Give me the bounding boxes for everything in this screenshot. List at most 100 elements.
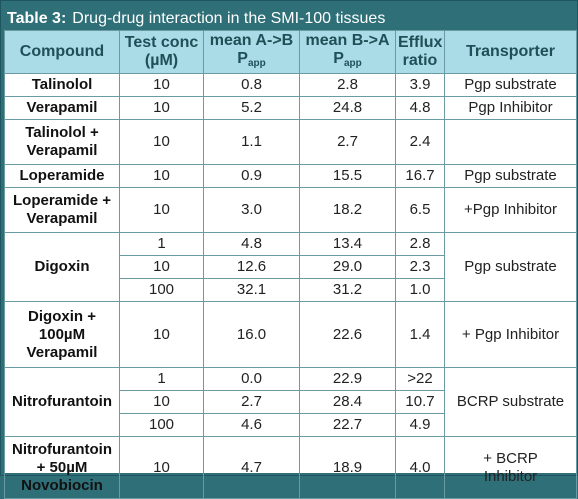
header-mean-ba-sub: app bbox=[343, 57, 362, 69]
header-mean-ab-p: P bbox=[237, 49, 248, 67]
conc-cell: 10 bbox=[119, 187, 204, 233]
efflux-cell: 2.3 bbox=[395, 255, 445, 279]
efflux-cell: 10.7 bbox=[395, 390, 445, 414]
efflux-cell: 1.4 bbox=[395, 301, 445, 368]
conc-cell: 1 bbox=[119, 367, 204, 391]
table-row: Talinolol 10 0.8 2.8 3.9 Pgp substrate bbox=[4, 73, 577, 97]
compound-cell: Verapamil bbox=[4, 96, 120, 120]
compound-cell: Loperamide bbox=[4, 164, 120, 188]
ab-cell: 0.9 bbox=[203, 164, 300, 188]
compound-cell: Loperamide + Verapamil bbox=[4, 187, 120, 233]
conc-cell: 10 bbox=[119, 119, 204, 165]
efflux-cell: 16.7 bbox=[395, 164, 445, 188]
efflux-cell: 2.8 bbox=[395, 232, 445, 256]
ab-cell: 3.0 bbox=[203, 187, 300, 233]
ab-cell: 0.8 bbox=[203, 73, 300, 97]
ba-cell: 22.6 bbox=[299, 301, 396, 368]
ab-cell: 12.6 bbox=[203, 255, 300, 279]
conc-cell: 10 bbox=[119, 255, 204, 279]
caption-label: Table 3: bbox=[7, 10, 67, 27]
compound-cell: Digoxin bbox=[4, 232, 120, 302]
table-row: Digoxin + 100µM Verapamil 10 16.0 22.6 1… bbox=[4, 301, 577, 368]
table-caption: Table 3: Drug-drug interaction in the SMI… bbox=[7, 8, 385, 30]
ba-cell: 18.9 bbox=[299, 436, 396, 499]
table-row: Nitrofurantoin 1 0.0 22.9 >22 BCRP subst… bbox=[4, 367, 577, 437]
conc-cell: 10 bbox=[119, 390, 204, 414]
header-mean-ab-sub: app bbox=[247, 57, 266, 69]
header-mean-ab-label: mean A->B bbox=[209, 31, 294, 49]
transporter-cell: Pgp substrate bbox=[444, 232, 577, 302]
compound-cell: Talinolol + Verapamil bbox=[4, 119, 120, 165]
efflux-cell: >22 bbox=[395, 367, 445, 391]
header-mean-ba-p: P bbox=[333, 49, 344, 67]
transporter-cell: BCRP substrate bbox=[444, 367, 577, 437]
efflux-cell: 1.0 bbox=[395, 278, 445, 302]
efflux-cell: 4.8 bbox=[395, 96, 445, 120]
compound-cell: Digoxin + 100µM Verapamil bbox=[4, 301, 120, 368]
conc-cell: 10 bbox=[119, 164, 204, 188]
table-row: Talinolol + Verapamil 10 1.1 2.7 2.4 bbox=[4, 119, 577, 165]
compound-cell: Nitrofurantoin + 50µM Novobiocin bbox=[4, 436, 120, 499]
table-container: Compound Test conc (µM) mean A->B Papp me… bbox=[4, 30, 577, 499]
ab-cell: 2.7 bbox=[203, 390, 300, 414]
ba-cell: 2.7 bbox=[299, 119, 396, 165]
table-row: Digoxin 1 4.8 13.4 2.8 Pgp substrate bbox=[4, 232, 577, 302]
conc-cell: 100 bbox=[119, 278, 204, 302]
ab-cell: 0.0 bbox=[203, 367, 300, 391]
interaction-table: Compound Test conc (µM) mean A->B Papp me… bbox=[4, 30, 577, 499]
table-row: Loperamide + Verapamil 10 3.0 18.2 6.5 +… bbox=[4, 187, 577, 233]
efflux-cell: 4.0 bbox=[395, 436, 445, 499]
conc-cell: 10 bbox=[119, 73, 204, 97]
efflux-cell: 3.9 bbox=[395, 73, 445, 97]
transporter-cell: Pgp Inhibitor bbox=[444, 96, 577, 120]
header-test-conc: Test conc (µM) bbox=[119, 30, 204, 74]
efflux-cell: 4.9 bbox=[395, 413, 445, 437]
ba-cell: 13.4 bbox=[299, 232, 396, 256]
ba-cell: 31.2 bbox=[299, 278, 396, 302]
ba-cell: 22.9 bbox=[299, 367, 396, 391]
ba-cell: 15.5 bbox=[299, 164, 396, 188]
transporter-cell: + BCRP Inhibitor bbox=[444, 436, 577, 499]
table-row: 10 12.6 29.0 2.3 bbox=[5, 255, 577, 279]
transporter-cell bbox=[444, 119, 577, 165]
transporter-cell: + Pgp Inhibitor bbox=[444, 301, 577, 368]
header-transporter: Transporter bbox=[444, 30, 577, 74]
compound-cell: Nitrofurantoin bbox=[4, 367, 120, 437]
transporter-cell: Pgp substrate bbox=[444, 164, 577, 188]
table-row: 100 32.1 31.2 1.0 bbox=[5, 278, 577, 302]
efflux-cell: 6.5 bbox=[395, 187, 445, 233]
ba-cell: 28.4 bbox=[299, 390, 396, 414]
header-mean-ab: mean A->B Papp bbox=[203, 30, 300, 74]
table-row: Loperamide 10 0.9 15.5 16.7 Pgp substrat… bbox=[4, 164, 577, 188]
header-compound: Compound bbox=[4, 30, 120, 74]
table-row: Verapamil 10 5.2 24.8 4.8 Pgp Inhibitor bbox=[4, 96, 577, 120]
header-efflux-ratio: Efflux ratio bbox=[395, 30, 445, 74]
table-row: 100 4.6 22.7 4.9 bbox=[5, 413, 577, 437]
ba-cell: 18.2 bbox=[299, 187, 396, 233]
compound-cell: Talinolol bbox=[4, 73, 120, 97]
ab-cell: 5.2 bbox=[203, 96, 300, 120]
ab-cell: 16.0 bbox=[203, 301, 300, 368]
ba-cell: 29.0 bbox=[299, 255, 396, 279]
header-row: Compound Test conc (µM) mean A->B Papp me… bbox=[4, 30, 577, 74]
ab-cell: 4.8 bbox=[203, 232, 300, 256]
ba-cell: 2.8 bbox=[299, 73, 396, 97]
table-row: 10 2.7 28.4 10.7 bbox=[5, 390, 577, 414]
conc-cell: 10 bbox=[119, 301, 204, 368]
ba-cell: 22.7 bbox=[299, 413, 396, 437]
ab-cell: 1.1 bbox=[203, 119, 300, 165]
transporter-cell: +Pgp Inhibitor bbox=[444, 187, 577, 233]
efflux-cell: 2.4 bbox=[395, 119, 445, 165]
header-mean-ba: mean B->A Papp bbox=[299, 30, 396, 74]
conc-cell: 100 bbox=[119, 413, 204, 437]
ba-cell: 24.8 bbox=[299, 96, 396, 120]
header-mean-ba-label: mean B->A bbox=[305, 31, 390, 49]
ab-cell: 4.6 bbox=[203, 413, 300, 437]
transporter-cell: Pgp substrate bbox=[444, 73, 577, 97]
table-row: Nitrofurantoin + 50µM Novobiocin 10 4.7 … bbox=[4, 436, 577, 499]
conc-cell: 10 bbox=[119, 436, 204, 499]
conc-cell: 10 bbox=[119, 96, 204, 120]
ab-cell: 32.1 bbox=[203, 278, 300, 302]
ab-cell: 4.7 bbox=[203, 436, 300, 499]
